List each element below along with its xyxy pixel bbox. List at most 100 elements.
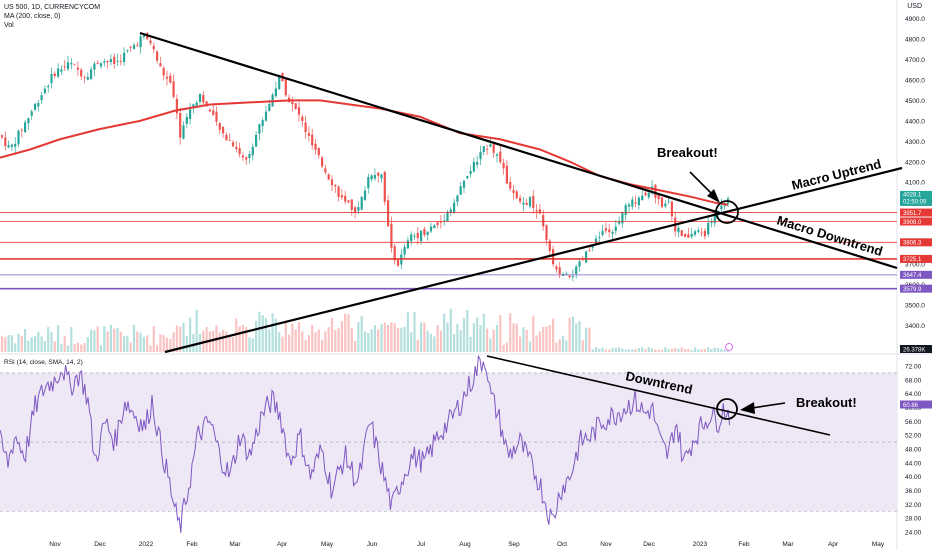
volume-bar <box>680 347 683 352</box>
breakout-arrow-line <box>689 171 715 197</box>
volume-bar <box>456 323 459 352</box>
volume-bar <box>512 323 515 352</box>
level-badge-6: 3579.9 <box>903 287 922 293</box>
candle-body <box>294 103 297 109</box>
candle-body <box>594 238 598 244</box>
volume-bar <box>545 326 548 352</box>
candle-body <box>334 185 337 187</box>
volume-bar <box>334 329 337 352</box>
macro-downtrend-line <box>139 31 898 270</box>
volume-bar <box>449 308 452 352</box>
level-badge-3-bg <box>900 238 932 247</box>
volume-bar <box>502 344 505 352</box>
volume-bar <box>707 347 710 352</box>
candle-body <box>284 78 287 96</box>
volume-bar <box>423 322 426 352</box>
candle-body <box>486 148 489 150</box>
volume-bar <box>720 348 723 352</box>
volume-bar <box>304 340 307 352</box>
volume-bar <box>14 343 17 352</box>
volume-bar <box>281 336 284 352</box>
volume-bar <box>542 326 545 352</box>
volume-bar <box>489 338 492 352</box>
level-badge-5: 3647.4 <box>903 273 922 279</box>
volume-bar <box>172 332 175 352</box>
volume-bar <box>588 327 591 352</box>
volume-bar <box>142 336 145 352</box>
volume-bar <box>53 341 56 352</box>
time-tick-label: Dec <box>94 541 106 548</box>
candle-body <box>37 103 40 107</box>
candle-body <box>598 236 601 238</box>
volume-bar <box>132 324 136 352</box>
rsi-tick-label: 52.00 <box>905 433 922 440</box>
time-tick-label: 2022 <box>139 541 154 548</box>
price-tick-label: 4100.0 <box>905 180 925 187</box>
candle-body <box>591 245 594 248</box>
volume-bar <box>30 337 33 352</box>
rsi-tick-label: 56.00 <box>905 419 922 426</box>
volume-bar <box>43 340 46 352</box>
candle-body <box>238 148 241 155</box>
candle-body <box>363 190 367 201</box>
candle-body <box>136 44 139 46</box>
volume-bar <box>664 347 667 352</box>
candle-body <box>373 175 376 179</box>
candle-body <box>555 266 558 270</box>
ma-indicator-label[interactable]: MA (200, close, 0) <box>4 13 61 20</box>
candle-body <box>241 155 244 158</box>
volume-bar <box>238 326 241 352</box>
volume-bar <box>119 331 122 352</box>
volume-bar <box>373 325 376 352</box>
candle-body <box>380 174 383 179</box>
volume-bar <box>241 325 244 352</box>
volume-bar <box>73 344 76 352</box>
volume-bar <box>561 335 565 352</box>
volume-bar <box>90 329 93 352</box>
candle-body <box>377 172 380 176</box>
volume-bar <box>611 347 614 352</box>
volume-bar <box>413 312 416 352</box>
volume-bar <box>271 313 274 352</box>
candle-body <box>542 214 545 227</box>
volume-bar <box>162 335 165 352</box>
candle-body <box>218 122 221 130</box>
volume-bar <box>660 349 664 352</box>
candle-body <box>581 259 584 261</box>
last-price-badge-bg <box>900 190 932 206</box>
symbol-title[interactable]: US 500, 1D, CURRENCYCOM <box>4 4 101 11</box>
candle-body <box>439 221 442 223</box>
volume-bar <box>700 349 703 352</box>
volume-bar <box>420 322 423 352</box>
candle-body <box>443 220 446 222</box>
candle-body <box>383 172 386 202</box>
volume-bar <box>403 326 406 352</box>
volume-bar <box>93 330 96 352</box>
volume-bar <box>83 342 86 352</box>
candle-body <box>192 104 195 108</box>
candle-body <box>604 228 607 231</box>
volume-bar <box>17 333 20 352</box>
candle-body <box>703 230 706 237</box>
candle-body <box>304 122 307 133</box>
price-tick-label: 4300.0 <box>905 139 925 146</box>
volume-bar <box>86 337 89 352</box>
candle-body <box>208 109 211 112</box>
volume-bar <box>555 342 558 352</box>
candle-body <box>360 196 363 210</box>
volume-bar <box>24 328 27 352</box>
candle-body <box>624 205 627 216</box>
volume-bar <box>380 324 383 352</box>
volume-bar <box>66 345 70 352</box>
volume-bar <box>291 323 294 352</box>
candle-body <box>340 195 343 198</box>
time-tick-label: May <box>872 541 885 548</box>
volume-bar <box>50 331 53 352</box>
volume-bar <box>627 349 631 352</box>
candle-body <box>53 73 56 76</box>
volume-indicator-label[interactable]: Vol <box>4 22 14 29</box>
rsi-breakout-arrow-head <box>740 402 755 414</box>
candle-body <box>459 186 462 195</box>
rsi-indicator-label: RSI (14, close, SMA, 14, 2) <box>4 359 83 366</box>
